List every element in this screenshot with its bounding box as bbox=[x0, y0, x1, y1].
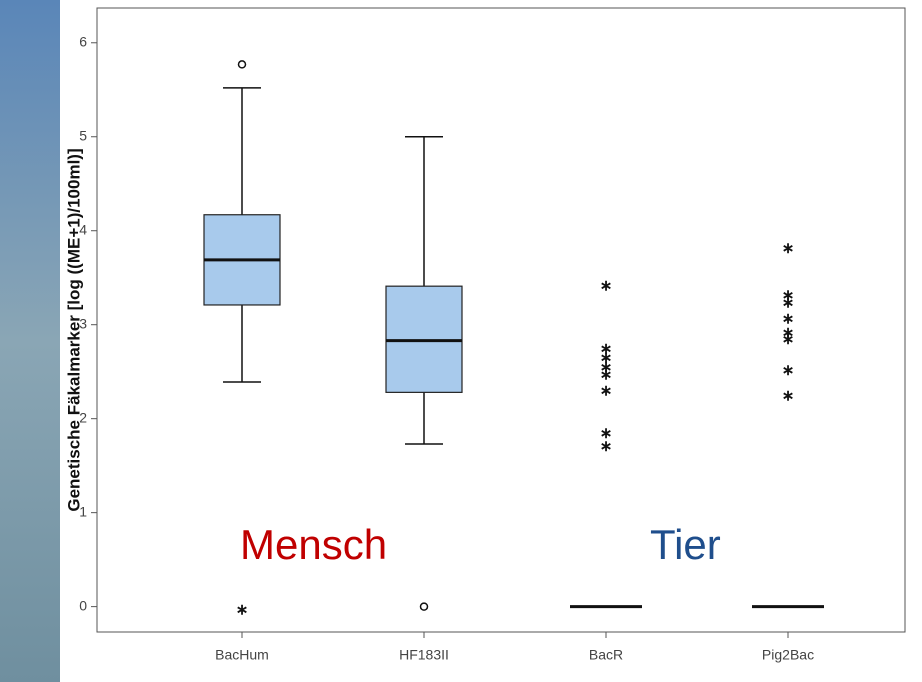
extreme: ∗ bbox=[600, 438, 613, 455]
y-tick-label: 5 bbox=[79, 127, 87, 143]
x-tick-label: BacHum bbox=[215, 647, 269, 663]
x-tick-label: HF183II bbox=[399, 647, 449, 663]
extreme: ∗ bbox=[600, 383, 613, 400]
y-tick-label: 6 bbox=[79, 33, 87, 49]
extreme: ∗ bbox=[782, 331, 795, 348]
y-tick-label: 2 bbox=[79, 409, 87, 425]
annotation: Tier bbox=[650, 521, 721, 568]
extreme: ∗ bbox=[236, 602, 249, 619]
y-tick-label: 0 bbox=[79, 597, 87, 613]
x-tick-label: Pig2Bac bbox=[762, 647, 814, 663]
x-tick-label: BacR bbox=[589, 647, 623, 663]
y-tick-label: 4 bbox=[79, 221, 87, 237]
extreme: ∗ bbox=[600, 367, 613, 384]
chart: Genetische Fäkalmarker [log ((ME+1)/100m… bbox=[0, 0, 922, 682]
page: Genetische Fäkalmarker [log ((ME+1)/100m… bbox=[0, 0, 922, 682]
extreme: ∗ bbox=[600, 277, 613, 294]
y-tick-label: 3 bbox=[79, 315, 87, 331]
extreme: ∗ bbox=[782, 294, 795, 311]
background-photo bbox=[0, 0, 60, 682]
extreme: ∗ bbox=[782, 387, 795, 404]
extreme: ∗ bbox=[782, 240, 795, 257]
y-tick-label: 1 bbox=[79, 503, 87, 519]
extreme: ∗ bbox=[782, 362, 795, 379]
annotation: Mensch bbox=[240, 521, 387, 568]
